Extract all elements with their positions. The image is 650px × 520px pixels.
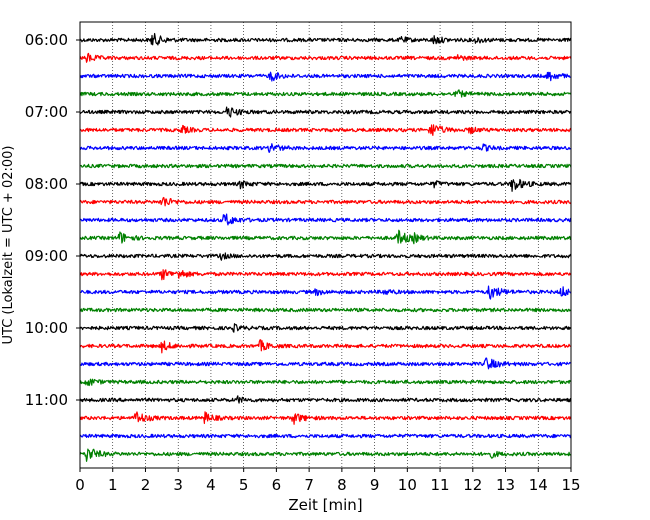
seismic-trace-0830 — [79, 213, 572, 226]
seismic-traces — [79, 32, 572, 462]
seismic-trace-1045 — [79, 378, 572, 387]
y-tick-label: 06:00 — [25, 31, 68, 49]
seismic-trace-0915 — [79, 269, 572, 281]
seismic-trace-0615 — [79, 52, 572, 63]
seismic-trace-0845 — [79, 229, 572, 245]
x-tick-label: 10 — [398, 476, 417, 494]
seismic-trace-0745 — [79, 163, 572, 169]
y-axis-label: UTC (Lokalzeit = UTC + 02:00) — [1, 146, 16, 345]
seismic-trace-0930 — [79, 285, 572, 300]
x-tick-label: 2 — [141, 476, 151, 494]
seismic-trace-1100 — [79, 395, 572, 404]
seismic-trace-0730 — [79, 143, 572, 154]
x-tick-label: 4 — [206, 476, 216, 494]
seismic-trace-0645 — [79, 89, 572, 98]
y-tick-label: 08:00 — [25, 175, 68, 193]
seismic-trace-0700 — [79, 106, 572, 118]
x-tick-label: 8 — [337, 476, 347, 494]
x-tick-label: 12 — [463, 476, 482, 494]
seismic-trace-0715 — [79, 124, 572, 136]
seismic-trace-1145 — [79, 448, 572, 462]
x-axis-label: Zeit [min] — [288, 496, 362, 514]
x-tick-label: 1 — [108, 476, 118, 494]
seismic-trace-0630 — [79, 71, 572, 82]
x-tick-label: 14 — [529, 476, 548, 494]
seismic-trace-1015 — [79, 339, 572, 354]
y-axis-ticks: 06:00 07:00 08:00 09:00 10:00 11:00 — [25, 31, 80, 409]
x-tick-label: 7 — [304, 476, 314, 494]
seismic-trace-0815 — [79, 196, 572, 207]
x-tick-label: 5 — [239, 476, 249, 494]
y-tick-label: 07:00 — [25, 103, 68, 121]
x-tick-label: 11 — [431, 476, 450, 494]
x-axis-ticks: 0 1 2 3 4 5 6 7 8 9 10 11 12 13 14 15 — [75, 468, 581, 494]
x-tick-label: 6 — [272, 476, 282, 494]
y-tick-label: 11:00 — [25, 391, 68, 409]
seismic-trace-1000 — [79, 323, 572, 333]
x-tick-label: 15 — [561, 476, 580, 494]
seismic-trace-1115 — [79, 411, 572, 425]
seismic-trace-0600 — [79, 32, 572, 46]
x-tick-label: 3 — [173, 476, 183, 494]
y-tick-label: 10:00 — [25, 319, 68, 337]
y-tick-label: 09:00 — [25, 247, 68, 265]
seismic-trace-0800 — [79, 178, 572, 192]
seismic-trace-0945 — [79, 307, 572, 313]
x-tick-label: 9 — [370, 476, 380, 494]
x-tick-label: 13 — [496, 476, 515, 494]
seismic-trace-1030 — [79, 357, 572, 370]
plot-frame — [79, 21, 572, 469]
seismic-trace-1130 — [79, 433, 572, 439]
x-tick-label: 0 — [75, 476, 85, 494]
seismic-trace-0900 — [79, 252, 572, 261]
